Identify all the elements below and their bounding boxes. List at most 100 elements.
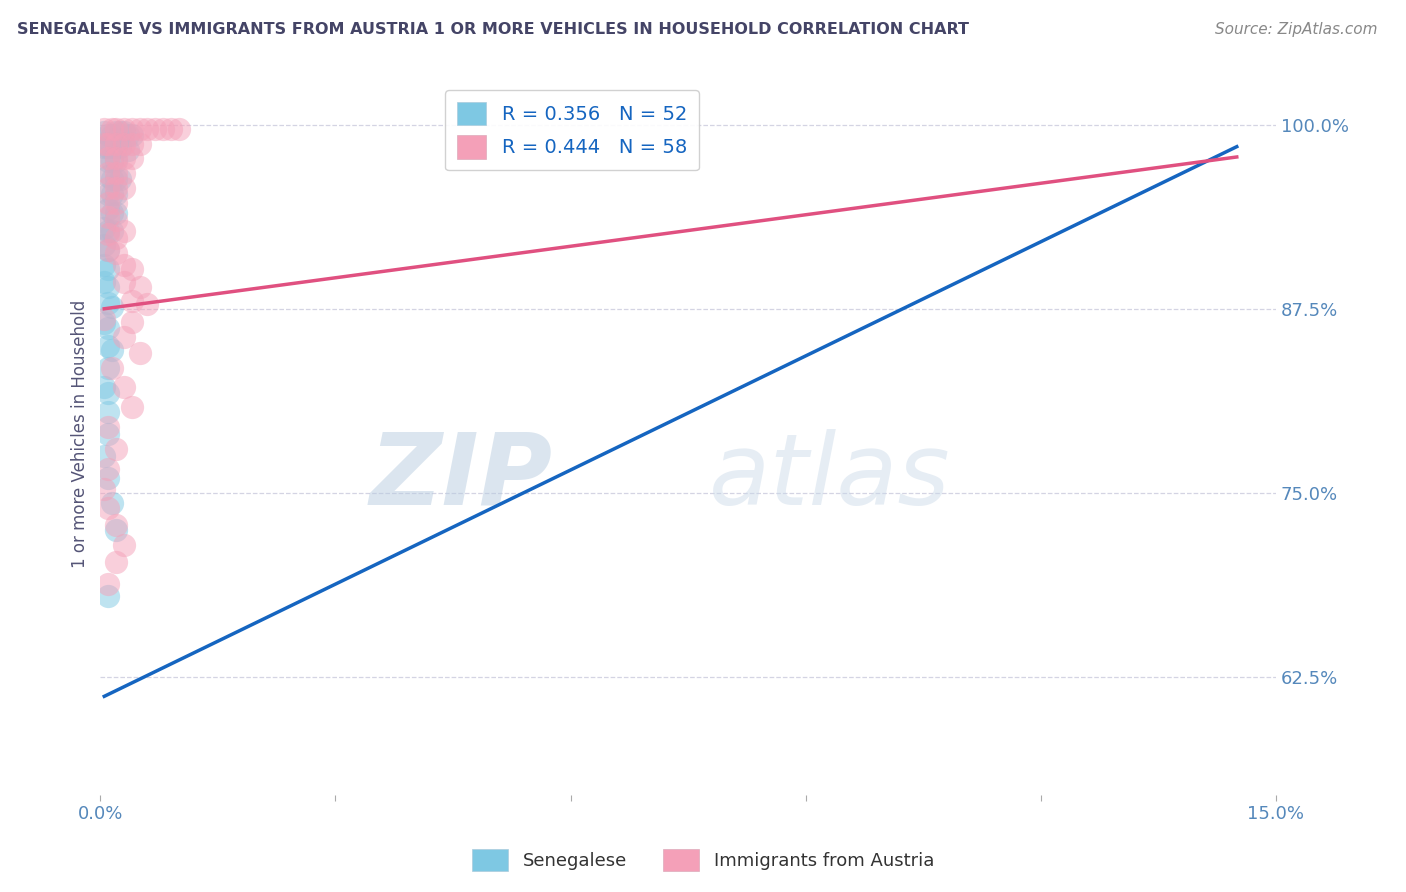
Point [105, 125, 128, 139]
Point [121, 315, 143, 329]
Point [97, 419, 120, 434]
Point [112, 380, 135, 394]
Legend: Senegalese, Immigrants from Austria: Senegalese, Immigrants from Austria [465, 842, 941, 879]
Point [105, 518, 128, 533]
Point [97, 577, 120, 591]
Point [97, 181, 120, 195]
Point [101, 343, 124, 357]
Point [97, 136, 120, 151]
Text: SENEGALESE VS IMMIGRANTS FROM AUSTRIA 1 OR MORE VEHICLES IN HOUSEHOLD CORRELATIO: SENEGALESE VS IMMIGRANTS FROM AUSTRIA 1 … [17, 22, 969, 37]
Point [105, 139, 128, 153]
Point [112, 258, 135, 272]
Point [112, 125, 135, 139]
Point [97, 202, 120, 216]
Point [93, 139, 115, 153]
Point [97, 243, 120, 257]
Point [97, 195, 120, 210]
Point [105, 154, 128, 169]
Point [97, 462, 120, 476]
Point [105, 181, 128, 195]
Point [101, 224, 124, 238]
Point [105, 555, 128, 569]
Point [136, 122, 159, 136]
Point [121, 136, 143, 151]
Point [97, 321, 120, 335]
Point [121, 294, 143, 309]
Point [93, 238, 115, 252]
Point [105, 245, 128, 260]
Point [101, 360, 124, 375]
Point [93, 317, 115, 331]
Point [93, 449, 115, 463]
Point [105, 166, 128, 180]
Point [97, 186, 120, 201]
Point [108, 125, 131, 139]
Point [97, 279, 120, 293]
Point [97, 169, 120, 183]
Point [152, 122, 174, 136]
Legend: R = 0.356   N = 52, R = 0.444   N = 58: R = 0.356 N = 52, R = 0.444 N = 58 [446, 90, 699, 170]
Point [112, 275, 135, 289]
Point [112, 330, 135, 344]
Point [93, 220, 115, 235]
Point [112, 537, 135, 551]
Point [93, 122, 115, 136]
Point [128, 346, 150, 360]
Point [112, 152, 135, 166]
Point [121, 262, 143, 277]
Point [112, 136, 135, 151]
Point [97, 224, 120, 238]
Point [97, 227, 120, 241]
Point [97, 262, 120, 277]
Point [97, 589, 120, 603]
Point [112, 181, 135, 195]
Point [112, 224, 135, 238]
Point [97, 211, 120, 225]
Point [105, 442, 128, 456]
Point [97, 500, 120, 515]
Point [105, 195, 128, 210]
Point [93, 136, 115, 151]
Point [97, 427, 120, 442]
Point [97, 405, 120, 419]
Point [97, 166, 120, 180]
Point [105, 122, 128, 136]
Point [105, 186, 128, 201]
Point [105, 523, 128, 537]
Point [97, 154, 120, 169]
Point [105, 172, 128, 186]
Point [97, 338, 120, 352]
Point [97, 152, 120, 166]
Point [101, 496, 124, 510]
Point [136, 297, 159, 311]
Point [105, 206, 128, 220]
Point [128, 279, 150, 293]
Point [105, 152, 128, 166]
Point [105, 136, 128, 151]
Point [112, 166, 135, 180]
Point [121, 122, 143, 136]
Point [93, 258, 115, 272]
Point [93, 380, 115, 394]
Point [97, 385, 120, 400]
Point [101, 139, 124, 153]
Point [97, 296, 120, 310]
Point [101, 206, 124, 220]
Point [97, 360, 120, 375]
Point [105, 231, 128, 245]
Point [117, 128, 139, 142]
Point [143, 122, 166, 136]
Point [121, 401, 143, 415]
Point [128, 122, 150, 136]
Point [121, 128, 143, 142]
Point [93, 275, 115, 289]
Point [101, 154, 124, 169]
Point [93, 125, 115, 139]
Point [97, 128, 120, 142]
Text: Source: ZipAtlas.com: Source: ZipAtlas.com [1215, 22, 1378, 37]
Text: atlas: atlas [709, 429, 950, 526]
Point [101, 300, 124, 314]
Point [108, 172, 131, 186]
Point [160, 122, 183, 136]
Point [101, 186, 124, 201]
